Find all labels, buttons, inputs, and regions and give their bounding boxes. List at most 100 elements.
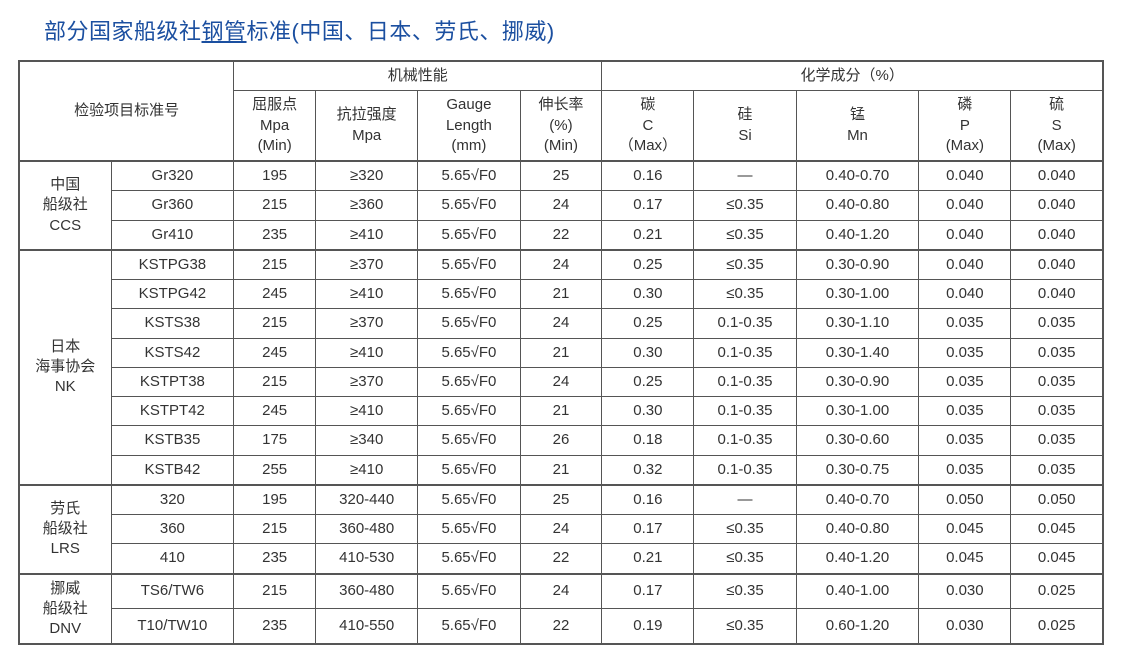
cell-grade: 410 <box>111 544 234 574</box>
cell-gauge: 5.65√F0 <box>418 397 520 426</box>
cell-P: 0.035 <box>919 455 1011 485</box>
cell-gauge: 5.65√F0 <box>418 485 520 515</box>
table-row: Gr360215≥3605.65√F0240.17≤0.350.40-0.800… <box>19 191 1103 220</box>
cell-P: 0.050 <box>919 485 1011 515</box>
cell-grade: TS6/TW6 <box>111 574 234 609</box>
table-row: 挪威船级社DNVTS6/TW6215360-4805.65√F0240.17≤0… <box>19 574 1103 609</box>
cell-grade: 320 <box>111 485 234 515</box>
cell-C: 0.30 <box>602 280 694 309</box>
header-P: 磷P(Max) <box>919 91 1011 161</box>
cell-Si: ≤0.35 <box>694 544 796 574</box>
cell-S: 0.035 <box>1011 309 1103 338</box>
cell-Si: 0.1-0.35 <box>694 338 796 367</box>
cell-P: 0.040 <box>919 161 1011 191</box>
cell-P: 0.045 <box>919 515 1011 544</box>
cell-Si: 0.1-0.35 <box>694 397 796 426</box>
cell-yield: 215 <box>234 309 316 338</box>
cell-Mn: 0.30-1.00 <box>796 397 919 426</box>
page-title: 部分国家船级社钢管标准(中国、日本、劳氏、挪威) <box>44 14 1104 46</box>
cell-tensile: ≥410 <box>316 338 418 367</box>
cell-yield: 215 <box>234 191 316 220</box>
cell-C: 0.19 <box>602 609 694 644</box>
cell-C: 0.21 <box>602 220 694 250</box>
cell-S: 0.035 <box>1011 367 1103 396</box>
cell-Mn: 0.30-1.40 <box>796 338 919 367</box>
cell-elong: 21 <box>520 338 602 367</box>
table-row: 日本海事协会NKKSTPG38215≥3705.65√F0240.25≤0.35… <box>19 250 1103 280</box>
table-row: KSTPT38215≥3705.65√F0240.250.1-0.350.30-… <box>19 367 1103 396</box>
cell-gauge: 5.65√F0 <box>418 161 520 191</box>
cell-tensile: ≥360 <box>316 191 418 220</box>
header-elong: 伸长率(%)(Min) <box>520 91 602 161</box>
cell-C: 0.30 <box>602 397 694 426</box>
cell-elong: 24 <box>520 250 602 280</box>
table-row: 中国船级社CCSGr320195≥3205.65√F0250.16—0.40-0… <box>19 161 1103 191</box>
cell-grade: KSTB42 <box>111 455 234 485</box>
cell-tensile: ≥340 <box>316 426 418 455</box>
cell-Mn: 0.40-0.80 <box>796 191 919 220</box>
standards-table: 检验项目标准号 机械性能 化学成分（%） 屈服点Mpa(Min) 抗拉强度Mpa… <box>18 60 1104 645</box>
cell-elong: 24 <box>520 367 602 396</box>
table-header: 检验项目标准号 机械性能 化学成分（%） 屈服点Mpa(Min) 抗拉强度Mpa… <box>19 61 1103 161</box>
cell-tensile: ≥410 <box>316 280 418 309</box>
cell-gauge: 5.65√F0 <box>418 455 520 485</box>
cell-Mn: 0.30-0.60 <box>796 426 919 455</box>
cell-grade: Gr410 <box>111 220 234 250</box>
header-Si: 硅Si <box>694 91 796 161</box>
cell-S: 0.040 <box>1011 220 1103 250</box>
cell-Si: ≤0.35 <box>694 609 796 644</box>
cell-tensile: ≥410 <box>316 455 418 485</box>
cell-grade: KSTS42 <box>111 338 234 367</box>
table-row: Gr410235≥4105.65√F0220.21≤0.350.40-1.200… <box>19 220 1103 250</box>
cell-yield: 245 <box>234 280 316 309</box>
cell-yield: 195 <box>234 161 316 191</box>
cell-elong: 22 <box>520 220 602 250</box>
cell-gauge: 5.65√F0 <box>418 367 520 396</box>
cell-P: 0.040 <box>919 250 1011 280</box>
header-Mn: 锰Mn <box>796 91 919 161</box>
cell-elong: 21 <box>520 280 602 309</box>
cell-C: 0.30 <box>602 338 694 367</box>
cell-yield: 235 <box>234 544 316 574</box>
header-chemical-group: 化学成分（%） <box>602 61 1103 91</box>
cell-gauge: 5.65√F0 <box>418 426 520 455</box>
cell-tensile: 360-480 <box>316 574 418 609</box>
cell-S: 0.040 <box>1011 250 1103 280</box>
cell-S: 0.025 <box>1011 574 1103 609</box>
cell-elong: 26 <box>520 426 602 455</box>
cell-tensile: ≥370 <box>316 250 418 280</box>
table-row: KSTB35175≥3405.65√F0260.180.1-0.350.30-0… <box>19 426 1103 455</box>
cell-Mn: 0.30-1.10 <box>796 309 919 338</box>
cell-yield: 245 <box>234 338 316 367</box>
header-items: 检验项目标准号 <box>19 61 234 161</box>
cell-Si: ≤0.35 <box>694 191 796 220</box>
cell-Si: 0.1-0.35 <box>694 367 796 396</box>
cell-S: 0.045 <box>1011 544 1103 574</box>
cell-P: 0.035 <box>919 338 1011 367</box>
table-row: 410235410-5305.65√F0220.21≤0.350.40-1.20… <box>19 544 1103 574</box>
cell-Mn: 0.30-0.90 <box>796 367 919 396</box>
cell-tensile: ≥320 <box>316 161 418 191</box>
org-cell: 挪威船级社DNV <box>19 574 111 645</box>
org-cell: 劳氏船级社LRS <box>19 485 111 574</box>
cell-yield: 215 <box>234 367 316 396</box>
cell-C: 0.25 <box>602 250 694 280</box>
header-yield: 屈服点Mpa(Min) <box>234 91 316 161</box>
cell-Si: ≤0.35 <box>694 574 796 609</box>
cell-S: 0.050 <box>1011 485 1103 515</box>
cell-gauge: 5.65√F0 <box>418 280 520 309</box>
cell-Si: ≤0.35 <box>694 515 796 544</box>
cell-yield: 195 <box>234 485 316 515</box>
cell-tensile: ≥370 <box>316 367 418 396</box>
cell-elong: 25 <box>520 161 602 191</box>
table-row: T10/TW10235410-5505.65√F0220.19≤0.350.60… <box>19 609 1103 644</box>
cell-grade: KSTS38 <box>111 309 234 338</box>
table-body: 中国船级社CCSGr320195≥3205.65√F0250.16—0.40-0… <box>19 161 1103 644</box>
header-gauge: GaugeLength(mm) <box>418 91 520 161</box>
cell-P: 0.030 <box>919 609 1011 644</box>
table-row: KSTPG42245≥4105.65√F0210.30≤0.350.30-1.0… <box>19 280 1103 309</box>
cell-S: 0.025 <box>1011 609 1103 644</box>
cell-elong: 24 <box>520 309 602 338</box>
cell-Mn: 0.30-0.75 <box>796 455 919 485</box>
cell-S: 0.040 <box>1011 191 1103 220</box>
